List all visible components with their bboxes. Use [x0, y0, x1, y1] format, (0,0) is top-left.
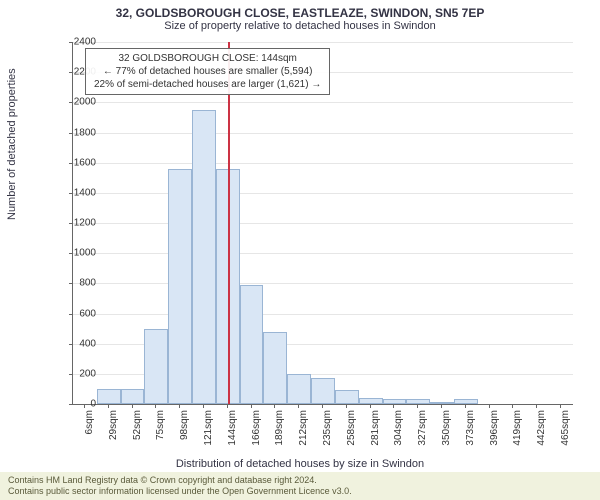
x-tick-label: 350sqm	[441, 410, 452, 460]
x-tick-label: 121sqm	[203, 410, 214, 460]
x-tick-label: 258sqm	[346, 410, 357, 460]
y-tick-label: 200	[66, 368, 96, 379]
x-tick-label: 396sqm	[489, 410, 500, 460]
histogram-bar	[121, 389, 145, 404]
license-line-2: Contains public sector information licen…	[8, 486, 592, 497]
histogram-bar	[311, 378, 335, 404]
x-tick-label: 304sqm	[393, 410, 404, 460]
x-tick-mark	[298, 404, 299, 408]
y-tick-label: 1600	[66, 157, 96, 168]
info-box-line: 22% of semi-detached houses are larger (…	[94, 78, 321, 91]
x-tick-mark	[227, 404, 228, 408]
x-tick-label: 144sqm	[227, 410, 238, 460]
property-marker-line	[228, 42, 230, 404]
x-tick-mark	[274, 404, 275, 408]
y-tick-label: 2000	[66, 97, 96, 108]
grid-line	[73, 223, 573, 224]
x-axis-title: Distribution of detached houses by size …	[0, 458, 600, 470]
y-tick-label: 1400	[66, 187, 96, 198]
x-tick-label: 419sqm	[512, 410, 523, 460]
x-tick-mark	[251, 404, 252, 408]
y-tick-label: 600	[66, 308, 96, 319]
grid-line	[73, 163, 573, 164]
info-box-line: 32 GOLDSBOROUGH CLOSE: 144sqm	[94, 52, 321, 65]
x-tick-label: 235sqm	[322, 410, 333, 460]
histogram-bar	[144, 329, 168, 404]
x-tick-mark	[489, 404, 490, 408]
x-tick-mark	[203, 404, 204, 408]
y-tick-label: 800	[66, 278, 96, 289]
y-tick-label: 1200	[66, 218, 96, 229]
x-tick-label: 281sqm	[370, 410, 381, 460]
grid-line	[73, 193, 573, 194]
title-main: 32, GOLDSBOROUGH CLOSE, EASTLEAZE, SWIND…	[0, 0, 600, 20]
info-box: 32 GOLDSBOROUGH CLOSE: 144sqm← 77% of de…	[85, 48, 330, 95]
y-tick-label: 2400	[66, 37, 96, 48]
x-tick-mark	[370, 404, 371, 408]
x-tick-label: 373sqm	[465, 410, 476, 460]
grid-line	[73, 314, 573, 315]
x-tick-mark	[560, 404, 561, 408]
x-tick-mark	[465, 404, 466, 408]
histogram-bar	[263, 332, 287, 404]
x-tick-label: 166sqm	[251, 410, 262, 460]
histogram-bar	[97, 389, 121, 404]
x-tick-mark	[179, 404, 180, 408]
chart-container: 32, GOLDSBOROUGH CLOSE, EASTLEAZE, SWIND…	[0, 0, 600, 500]
license-line-1: Contains HM Land Registry data © Crown c…	[8, 475, 592, 486]
x-tick-label: 29sqm	[108, 410, 119, 460]
x-tick-mark	[512, 404, 513, 408]
histogram-bar	[335, 390, 359, 404]
x-tick-mark	[417, 404, 418, 408]
y-tick-label: 1800	[66, 127, 96, 138]
y-axis-title: Number of detached properties	[6, 68, 18, 220]
grid-line	[73, 253, 573, 254]
grid-line	[73, 102, 573, 103]
x-tick-label: 52sqm	[132, 410, 143, 460]
x-tick-mark	[536, 404, 537, 408]
x-tick-mark	[393, 404, 394, 408]
x-tick-mark	[441, 404, 442, 408]
x-tick-label: 75sqm	[155, 410, 166, 460]
histogram-bar	[287, 374, 311, 404]
x-tick-mark	[346, 404, 347, 408]
x-tick-mark	[155, 404, 156, 408]
x-tick-label: 189sqm	[274, 410, 285, 460]
x-tick-label: 465sqm	[560, 410, 571, 460]
x-tick-mark	[322, 404, 323, 408]
histogram-bar	[240, 285, 264, 404]
x-tick-mark	[108, 404, 109, 408]
y-tick-label: 0	[66, 399, 96, 410]
x-tick-label: 212sqm	[298, 410, 309, 460]
chart-plot-area	[72, 42, 573, 405]
info-box-line: ← 77% of detached houses are smaller (5,…	[94, 65, 321, 78]
x-tick-label: 442sqm	[536, 410, 547, 460]
x-tick-label: 6sqm	[84, 410, 95, 460]
x-tick-label: 327sqm	[417, 410, 428, 460]
y-tick-label: 1000	[66, 248, 96, 259]
x-tick-mark	[132, 404, 133, 408]
grid-line	[73, 133, 573, 134]
grid-line	[73, 42, 573, 43]
histogram-bar	[168, 169, 192, 404]
license-box: Contains HM Land Registry data © Crown c…	[0, 472, 600, 500]
y-tick-label: 400	[66, 338, 96, 349]
grid-line	[73, 283, 573, 284]
histogram-bar	[192, 110, 216, 404]
x-tick-label: 98sqm	[179, 410, 190, 460]
title-sub: Size of property relative to detached ho…	[0, 20, 600, 32]
